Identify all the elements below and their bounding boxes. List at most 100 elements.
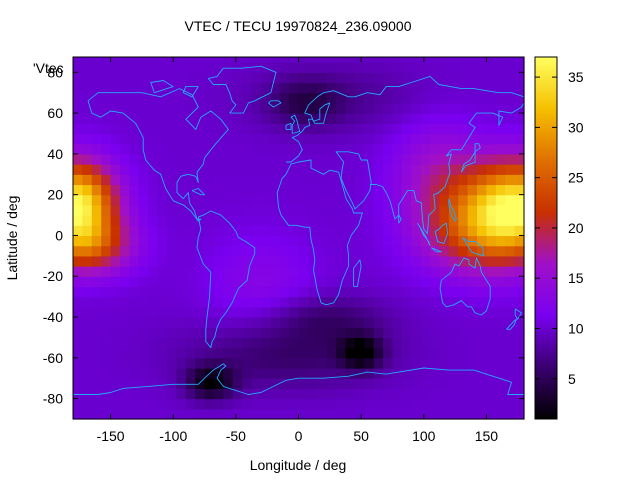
heatmap-cell (279, 245, 290, 257)
heatmap-cell (467, 225, 478, 237)
heatmap-cell (401, 317, 412, 328)
heatmap-cell (345, 62, 356, 73)
heatmap-cell (420, 92, 431, 104)
heatmap-cell (232, 286, 243, 298)
heatmap-cell (204, 388, 215, 400)
heatmap-cell (289, 286, 300, 298)
x-tick-label: -100 (159, 428, 187, 444)
x-axis-label: Longitude / deg (250, 457, 347, 473)
heatmap-cell (157, 82, 168, 94)
heatmap-cell (232, 368, 243, 379)
heatmap-cell (270, 245, 281, 257)
heatmap-cell (420, 102, 431, 114)
heatmap-cell (495, 245, 506, 257)
heatmap-cell (138, 184, 149, 196)
heatmap-cell (486, 72, 497, 84)
heatmap-cell (307, 306, 318, 318)
heatmap-cell (242, 123, 253, 135)
heatmap-cell (166, 286, 177, 298)
heatmap-cell (110, 296, 121, 308)
heatmap-cell (458, 327, 469, 339)
heatmap-cell (383, 255, 394, 267)
heatmap-cell (176, 164, 187, 175)
heatmap-cell (91, 286, 102, 298)
heatmap-cell (420, 357, 431, 369)
heatmap-cell (505, 317, 516, 328)
heatmap-cell (270, 306, 281, 318)
heatmap-cell (345, 143, 356, 155)
heatmap-cell (148, 286, 159, 298)
heatmap-cell (223, 204, 234, 216)
heatmap-cell (204, 215, 215, 226)
heatmap-cell (260, 378, 271, 390)
heatmap-cell (345, 317, 356, 328)
heatmap-cell (138, 92, 149, 104)
heatmap-cell (392, 113, 403, 124)
heatmap-cell (430, 204, 441, 216)
heatmap-cell (204, 62, 215, 73)
coastline (439, 257, 491, 316)
heatmap-cell (411, 184, 422, 196)
heatmap-cell (82, 72, 93, 84)
heatmap-cell (157, 276, 168, 288)
heatmap-cell (148, 194, 159, 206)
heatmap-cell (307, 286, 318, 298)
heatmap-cell (383, 398, 394, 410)
heatmap-cell (251, 276, 262, 288)
heatmap-cell (270, 204, 281, 216)
coastline (207, 65, 277, 114)
heatmap-cell (176, 92, 187, 104)
heatmap-cell (420, 153, 431, 165)
heatmap-cell (270, 82, 281, 94)
heatmap-cell (166, 317, 177, 328)
heatmap-cell (317, 113, 328, 124)
heatmap-cell (195, 255, 206, 267)
heatmap-cell (204, 143, 215, 155)
heatmap-cell (166, 255, 177, 267)
heatmap-cell (326, 225, 337, 237)
heatmap-cell (148, 378, 159, 390)
heatmap-cell (505, 306, 516, 318)
heatmap-cell (514, 408, 525, 420)
heatmap-cell (326, 113, 337, 124)
heatmap-cell (279, 266, 290, 277)
heatmap-cell (401, 337, 412, 349)
heatmap-cell (110, 317, 121, 328)
heatmap-cell (354, 378, 365, 390)
heatmap-cell (514, 123, 525, 135)
heatmap-cell (148, 143, 159, 155)
heatmap-cell (129, 347, 140, 359)
heatmap-cell (467, 235, 478, 247)
heatmap-cell (495, 225, 506, 237)
heatmap-cell (110, 327, 121, 339)
heatmap-cell (148, 215, 159, 226)
heatmap-cell (495, 266, 506, 277)
heatmap-cell (185, 174, 196, 186)
heatmap-cell (176, 235, 187, 247)
heatmap-cell (467, 245, 478, 257)
heatmap-cell (176, 123, 187, 135)
heatmap-cell (505, 296, 516, 308)
heatmap-cell (157, 357, 168, 369)
heatmap-cell (439, 266, 450, 277)
heatmap-cell (458, 143, 469, 155)
heatmap-cell (73, 327, 83, 339)
heatmap-cell (73, 347, 83, 359)
heatmap-cell (486, 388, 497, 400)
heatmap-cell (411, 215, 422, 226)
heatmap-cell (119, 266, 130, 277)
heatmap-cell (307, 398, 318, 410)
heatmap-cell (195, 408, 206, 420)
heatmap-cell (495, 153, 506, 165)
heatmap-cell (185, 357, 196, 369)
heatmap-cell (289, 266, 300, 277)
heatmap-cell (430, 92, 441, 104)
heatmap-cell (307, 327, 318, 339)
heatmap-cell (430, 357, 441, 369)
heatmap-cell (101, 368, 112, 379)
heatmap-cell (204, 408, 215, 420)
heatmap-cell (486, 266, 497, 277)
heatmap-cell (336, 57, 347, 63)
heatmap-cell (354, 347, 365, 359)
heatmap-cell (242, 347, 253, 359)
